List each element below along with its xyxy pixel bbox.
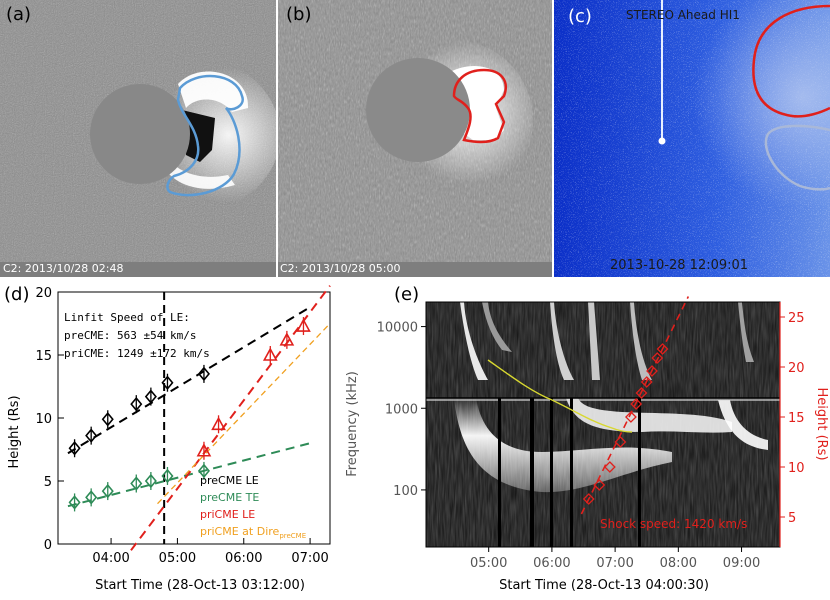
- panel-d-chart: 0 5 10 15 20 04:00 05:00 06:00 07:00 Linfit Spee…: [7, 285, 331, 593]
- height-tick-label: 25: [788, 311, 805, 326]
- shock-fit-line: [580, 296, 690, 515]
- occulter-disk: [366, 58, 470, 162]
- panel-a-image: [0, 0, 276, 277]
- pricme-front-outline: [752, 4, 830, 118]
- x-tick-label: 06:00: [533, 556, 570, 571]
- data-point: [85, 428, 98, 443]
- fit-line: [67, 306, 311, 455]
- y-axis-label-right: Height (Rs): [814, 387, 829, 460]
- data-point: [197, 463, 210, 479]
- panel-c-image: [554, 0, 830, 277]
- x-tick-label: 05:00: [470, 556, 507, 571]
- data-point: [211, 416, 226, 431]
- data-point: [101, 412, 114, 427]
- x-tick-label: 05:00: [159, 551, 196, 566]
- panel-b: (b) C2: 2013/10/28 05:00: [278, 0, 552, 277]
- panel-d: (d) 0 5 10 15 20 04:00 05:00 06:00 07:00 Linfit …: [0, 282, 340, 600]
- data-point: [144, 473, 157, 489]
- burst-trace: [487, 359, 633, 433]
- y-tick-label: 15: [35, 349, 52, 364]
- y-tick-label: 20: [35, 286, 52, 301]
- precme-front-outline: [764, 124, 830, 191]
- panel-d-letter: (d): [4, 284, 30, 305]
- frequency-tick-label: 1000: [385, 402, 418, 417]
- x-tick-label: 04:00: [92, 551, 129, 566]
- panel-a-letter: (a): [6, 4, 32, 25]
- shock-height-point: [640, 376, 653, 388]
- shock-height-point: [651, 352, 664, 364]
- shock-height-point: [614, 436, 627, 448]
- x-tick-label: 07:00: [596, 556, 633, 571]
- y-tick-label: 10: [35, 412, 52, 427]
- x-axis-label: Start Time (28-Oct-13 03:12:00): [95, 578, 305, 593]
- panel-e: (e): [342, 282, 830, 600]
- data-point: [68, 440, 81, 456]
- shock-height-point: [656, 343, 669, 355]
- legend-pricme-dir: priCME at DirepreCME: [200, 525, 306, 540]
- data-point: [68, 495, 81, 510]
- shock-height-point: [603, 461, 616, 473]
- data-point: [161, 468, 174, 484]
- height-tick-label: 5: [788, 511, 796, 526]
- data-point: [85, 490, 98, 505]
- x-tick-label: 08:00: [660, 556, 697, 571]
- data-point: [197, 366, 210, 382]
- shock-height-point: [625, 411, 637, 423]
- data-point: [262, 347, 278, 361]
- annotation-pricme: priCME: 1249 ±172 km/s: [64, 347, 210, 360]
- panel-b-image: [278, 0, 552, 277]
- panel-b-letter: (b): [286, 4, 312, 25]
- shock-speed-label: Shock speed: 1420 km/s: [600, 517, 747, 531]
- legend-precme-te: preCME TE: [200, 491, 259, 504]
- pricme-outline: [452, 68, 507, 144]
- panel-b-caption: C2: 2013/10/28 05:00: [280, 262, 401, 275]
- x-tick-label: 06:00: [225, 551, 262, 566]
- panel-e-chart: 100 1000 10000 5 10 15 20 25 05:00 06:00 07:00 08:0…: [345, 296, 829, 593]
- legend-pricme-le: priCME LE: [200, 508, 255, 521]
- panel-a: (a) C2: 2013/10/28 02:48: [0, 0, 276, 277]
- fit-line: [130, 285, 331, 551]
- data-point: [279, 332, 295, 346]
- frequency-tick-label: 100: [393, 484, 418, 499]
- legend-precme-le: preCME LE: [200, 474, 259, 487]
- data-point: [196, 443, 212, 457]
- data-point: [130, 476, 143, 491]
- bright-planet: [658, 137, 666, 145]
- data-point: [130, 396, 143, 412]
- data-point: [144, 389, 157, 404]
- frequency-tick-label: 10000: [377, 321, 418, 336]
- shock-height-point: [630, 398, 643, 410]
- annotation-precme: preCME: 563 ±54 km/s: [64, 329, 196, 342]
- panel-c-instrument: STEREO Ahead HI1: [626, 8, 740, 22]
- x-tick-label: 09:00: [723, 556, 760, 571]
- fit-line: [157, 323, 331, 505]
- x-axis-label: Start Time (28-Oct-13 04:00:30): [499, 578, 709, 593]
- x-tick-label: 07:00: [291, 551, 328, 566]
- panel-c-timestamp: 2013-10-28 12:09:01: [610, 258, 749, 273]
- shock-height-point: [593, 479, 606, 491]
- y-axis-label: Height (Rs): [7, 395, 22, 468]
- precme-outline: [166, 74, 244, 197]
- data-point: [101, 483, 114, 499]
- occulter-disk: [90, 84, 190, 184]
- panel-c-letter: (c): [568, 6, 592, 27]
- data-point: [161, 375, 174, 390]
- panel-e-letter: (e): [394, 284, 420, 305]
- annotation-title: Linfit Speed of LE:: [64, 311, 190, 324]
- y-tick-label: 5: [44, 475, 52, 490]
- panel-c: (c) STEREO Ahead HI1 2013-10-28 12:09:01: [554, 0, 830, 277]
- data-point: [296, 318, 311, 332]
- shock-height-point: [646, 365, 658, 377]
- height-tick-label: 10: [788, 461, 805, 476]
- panel-a-caption: C2: 2013/10/28 02:48: [3, 262, 124, 275]
- height-tick-label: 15: [788, 411, 805, 426]
- y-axis-label-left: Frequency (kHz): [345, 371, 360, 477]
- height-tick-label: 20: [788, 361, 805, 376]
- shock-height-point: [582, 493, 595, 505]
- y-tick-label: 0: [44, 538, 52, 553]
- shock-height-point: [635, 387, 648, 399]
